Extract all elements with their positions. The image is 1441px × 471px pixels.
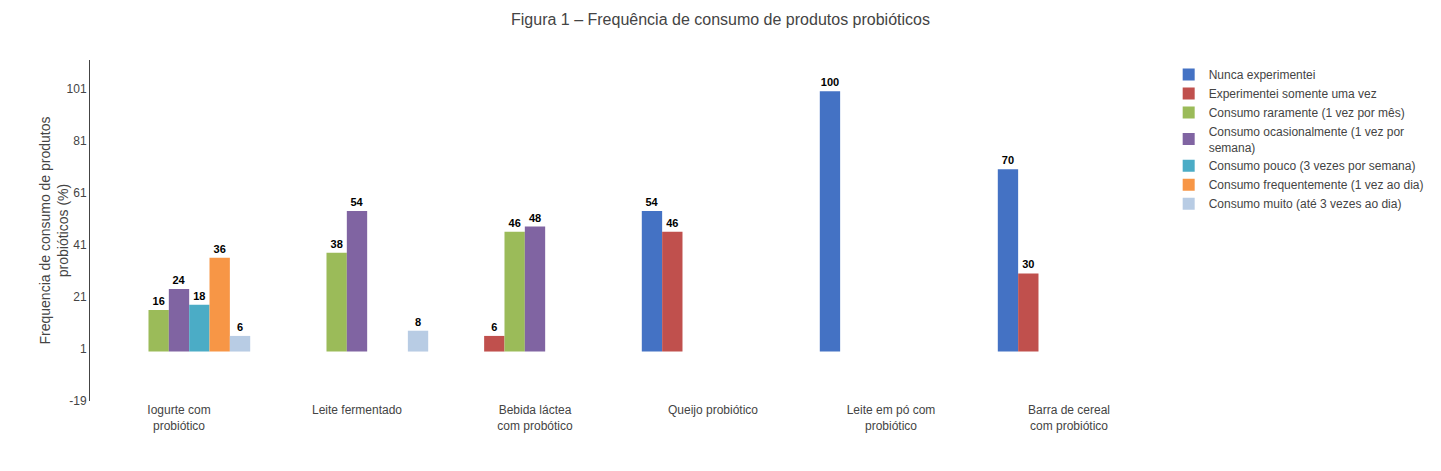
svg-text:Figura 1 – Frequência de consu: Figura 1 – Frequência de consumo de prod… (511, 11, 930, 28)
svg-text:Nunca experimentei: Nunca experimentei (1209, 68, 1316, 82)
svg-text:30: 30 (1022, 258, 1034, 270)
svg-text:54: 54 (645, 196, 658, 208)
svg-text:Frequencia de consumo de produ: Frequencia de consumo de produtosprobiót… (37, 116, 71, 344)
svg-text:46: 46 (509, 217, 521, 229)
svg-text:-19: -19 (69, 394, 87, 408)
svg-text:16: 16 (153, 295, 165, 307)
svg-text:61: 61 (73, 186, 87, 200)
svg-text:Experimentei somente uma vez: Experimentei somente uma vez (1209, 87, 1377, 101)
svg-text:24: 24 (172, 274, 185, 286)
svg-text:Leite em pó comprobiótico: Leite em pó comprobiótico (847, 403, 936, 433)
svg-text:6: 6 (491, 321, 497, 333)
svg-text:101: 101 (67, 82, 87, 96)
svg-text:100: 100 (821, 76, 839, 88)
svg-text:36: 36 (214, 243, 226, 255)
svg-text:21: 21 (73, 290, 87, 304)
svg-text:Consumo muito (até 3 vezes ao: Consumo muito (até 3 vezes ao dia) (1209, 197, 1402, 211)
svg-text:Consumo frequentemente (1 vez: Consumo frequentemente (1 vez ao dia) (1209, 178, 1424, 192)
svg-text:41: 41 (73, 238, 87, 252)
svg-text:18: 18 (193, 290, 205, 302)
svg-text:Consumo ocasionalmente (1 vez: Consumo ocasionalmente (1 vez porsemana) (1209, 125, 1404, 155)
svg-text:54: 54 (350, 196, 363, 208)
svg-text:Consumo pouco (3 vezes por sem: Consumo pouco (3 vezes por semana) (1209, 159, 1416, 173)
svg-text:Bebida lácteacom probótico: Bebida lácteacom probótico (497, 403, 573, 433)
svg-text:48: 48 (529, 212, 541, 224)
svg-text:8: 8 (415, 316, 421, 328)
svg-text:38: 38 (331, 238, 343, 250)
svg-text:Barra de cerealcom probiótico: Barra de cerealcom probiótico (1028, 403, 1110, 433)
svg-text:46: 46 (666, 217, 678, 229)
svg-text:1: 1 (80, 342, 87, 356)
svg-text:70: 70 (1002, 154, 1014, 166)
svg-text:Iogurte comprobiótico: Iogurte comprobiótico (147, 403, 210, 433)
svg-text:6: 6 (237, 321, 243, 333)
svg-text:81: 81 (73, 134, 87, 148)
svg-text:Consumo raramente (1 vez por m: Consumo raramente (1 vez por mês) (1209, 106, 1405, 120)
svg-text:Queijo probiótico: Queijo probiótico (668, 403, 758, 417)
svg-text:Leite fermentado: Leite fermentado (312, 403, 402, 417)
